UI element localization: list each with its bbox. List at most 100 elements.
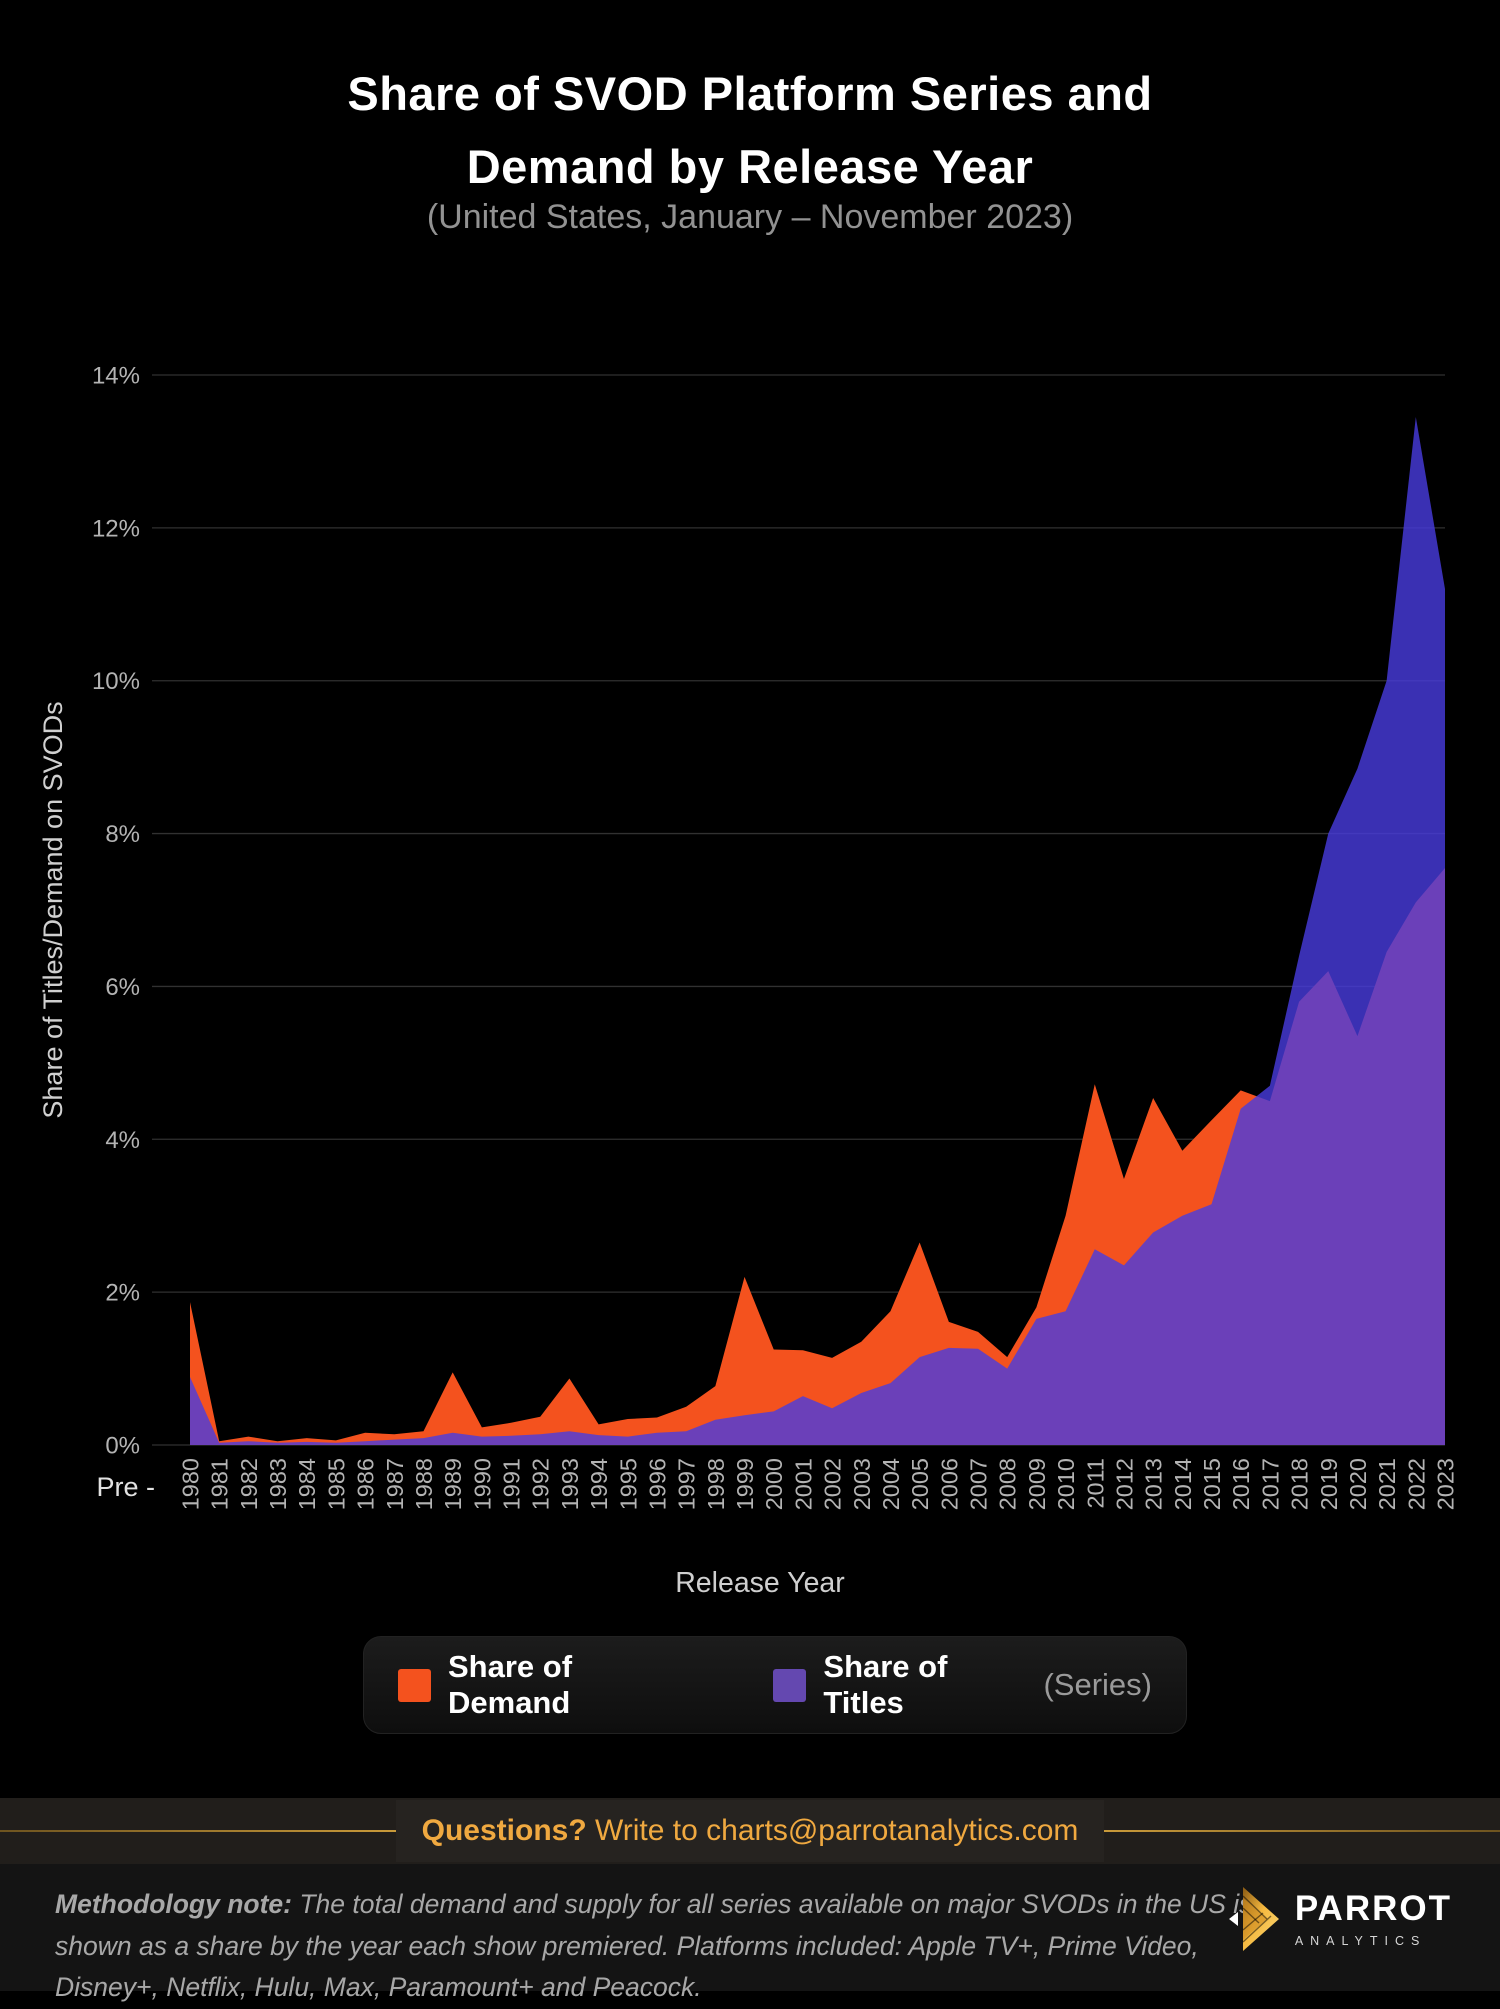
x-tick-label: 1999 [732, 1458, 758, 1510]
x-tick-group: 1993 [557, 1458, 583, 1510]
y-axis-title: Share of Titles/Demand on SVODs [38, 701, 68, 1118]
x-tick-label: 2009 [1024, 1458, 1050, 1510]
page-title-line2: Demand by Release Year [466, 139, 1034, 193]
x-tick-group: 1992 [528, 1458, 554, 1510]
x-tick-group: 2023 [1433, 1458, 1459, 1510]
page-title-line1: Share of SVOD Platform Series and [347, 67, 1153, 120]
x-tick-group: 2014 [1170, 1458, 1196, 1510]
x-tick-label: 1982 [236, 1458, 262, 1510]
gold-rule-right [1104, 1830, 1500, 1832]
parrot-logo-icon [1228, 1887, 1279, 1951]
y-tick-label: 0% [105, 1433, 140, 1460]
x-tick-label: 1994 [586, 1458, 612, 1510]
y-tick-label: 8% [105, 821, 140, 848]
x-tick-label: 1990 [469, 1458, 495, 1510]
x-tick-label: 2015 [1199, 1458, 1225, 1510]
chart-legend: Share of Demand Share of Titles (Series) [363, 1636, 1187, 1734]
x-tick-group: 2007 [966, 1458, 992, 1510]
x-tick-label: 2017 [1257, 1458, 1283, 1510]
x-tick-group: 1981 [207, 1458, 233, 1510]
x-tick-label: 2019 [1316, 1458, 1342, 1510]
x-tick-group: 1980 [178, 1458, 204, 1510]
logo-brand-text: PARROT [1294, 1888, 1452, 1928]
methodology-bold: Methodology note: [55, 1889, 292, 1919]
x-tick-label: 1985 [323, 1458, 349, 1510]
x-tick-label: 2005 [907, 1458, 933, 1510]
x-tick-group: 1986 [353, 1458, 379, 1510]
x-tick-group: 2015 [1199, 1458, 1225, 1510]
x-tick-label: 1992 [528, 1458, 554, 1510]
x-tick-label: 1998 [703, 1458, 729, 1510]
legend-demand-label: Share of Demand [448, 1649, 573, 1720]
x-tick-group: 2000 [761, 1458, 787, 1510]
x-tick-group: 1995 [615, 1458, 641, 1510]
questions-text: Questions? Write to charts@parrotanalyti… [395, 1800, 1105, 1862]
x-tick-label: 1981 [207, 1458, 233, 1510]
methodology-text: The total demand and supply for all seri… [55, 1889, 1253, 2003]
x-tick-label: 2001 [790, 1458, 816, 1510]
y-tick-label: 2% [105, 1280, 140, 1307]
y-tick-label: 4% [105, 1127, 140, 1154]
x-tick-label: 1986 [353, 1458, 379, 1510]
x-tick-group: 2013 [1141, 1458, 1167, 1510]
x-tick-label: 2010 [1053, 1458, 1079, 1510]
x-tick-label: 2018 [1287, 1458, 1313, 1510]
logo-sub-text: ANALYTICS [1294, 1933, 1427, 1948]
x-tick-group: 1996 [644, 1458, 670, 1510]
x-tick-group: 1983 [265, 1458, 291, 1510]
questions-rest[interactable]: Write to charts@parrotanalytics.com [586, 1814, 1079, 1847]
chart-area: 0% 2% 4% 6% 8% 10% 12% 14% 1980 1981 1982 1983 1984 1… [0, 300, 1500, 1630]
x-tick-group: 2020 [1345, 1458, 1371, 1510]
x-tick-label: 2004 [878, 1458, 904, 1510]
x-tick-label: 2006 [936, 1458, 962, 1510]
x-tick-label: 2016 [1228, 1458, 1254, 1510]
questions-bold: Questions? [421, 1814, 587, 1847]
page-subtitle: (United States, January – November 2023) [426, 198, 1074, 236]
x-tick-group: 1984 [294, 1458, 320, 1510]
x-tick-group: 2017 [1257, 1458, 1283, 1510]
x-tick-label: 2003 [849, 1458, 875, 1510]
x-tick-group: 1990 [469, 1458, 495, 1510]
x-tick-label: 2012 [1111, 1458, 1137, 1510]
x-tick-label: 2000 [761, 1458, 787, 1510]
x-tick-group: 1994 [586, 1458, 612, 1510]
x-tick-group: 1998 [703, 1458, 729, 1510]
x-tick-label: 2011 [1082, 1458, 1108, 1509]
x-tick-label: 1997 [674, 1458, 700, 1510]
x-tick-group: 2011 [1082, 1458, 1108, 1509]
legend-titles-suffix: (Series) [1043, 1667, 1152, 1702]
x-tick-label: 1993 [557, 1458, 583, 1510]
x-tick-label: 1980 [178, 1458, 204, 1510]
y-tick-label: 14% [92, 362, 140, 389]
x-tick-label: 1984 [294, 1458, 320, 1510]
chart-canvas: 0%2%4%6%8%10%12%14%1980 1981 1982 1983 1984 1… [38, 362, 1459, 1599]
x-tick-group: 2022 [1403, 1458, 1429, 1510]
x-tick-group: 1988 [411, 1458, 437, 1510]
x-tick-label: 2021 [1374, 1458, 1400, 1510]
x-tick-label: 1988 [411, 1458, 437, 1510]
x-tick-group: 1987 [382, 1458, 408, 1510]
x-tick-label: 1991 [499, 1458, 525, 1510]
y-tick-label: 10% [92, 668, 140, 695]
x-tick-label: 2008 [995, 1458, 1021, 1510]
x-tick-group: 1999 [732, 1458, 758, 1510]
y-tick-label: 6% [105, 974, 140, 1001]
x-tick-group: 2012 [1111, 1458, 1137, 1510]
x-tick-group: 2006 [936, 1458, 962, 1510]
demand-swatch-icon [398, 1668, 431, 1702]
x-tick-group: 2009 [1024, 1458, 1050, 1510]
x-tick-label: 2014 [1170, 1458, 1196, 1510]
x-tick-group: 2010 [1053, 1458, 1079, 1510]
x-tick-group: 2016 [1228, 1458, 1254, 1510]
footer: Methodology note: The total demand and s… [0, 1864, 1500, 2002]
x-tick-label: 1996 [644, 1458, 670, 1510]
x-tick-group: 2018 [1287, 1458, 1313, 1510]
x-tick-group: 1991 [499, 1458, 525, 1510]
x-axis-title: Release Year [675, 1567, 845, 1599]
x-tick-group: 1989 [440, 1458, 466, 1510]
x-tick-label: 1987 [382, 1458, 408, 1510]
titles-area-series [190, 417, 1445, 1445]
legend-titles-label: Share of Titles [823, 1649, 948, 1720]
x-tick-label: 1983 [265, 1458, 291, 1510]
y-axis-title-group: Share of Titles/Demand on SVODs [38, 701, 68, 1118]
